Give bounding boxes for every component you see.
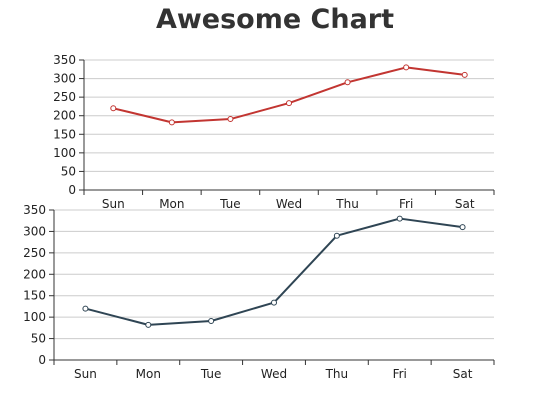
data-point bbox=[227, 116, 234, 123]
y-tick-label: 250 bbox=[23, 246, 46, 260]
x-tick-label: Fri bbox=[393, 367, 407, 381]
chart-title: Awesome Chart bbox=[155, 4, 395, 35]
y-tick-label: 0 bbox=[38, 353, 46, 367]
y-tick-label: 300 bbox=[53, 72, 76, 86]
x-tick-label: Thu bbox=[335, 197, 359, 211]
series-line bbox=[113, 66, 465, 124]
x-tick-label: Wed bbox=[261, 367, 287, 381]
y-tick-label: 100 bbox=[23, 310, 46, 324]
x-tick-label: Fri bbox=[399, 197, 413, 211]
y-tick-label: 200 bbox=[23, 267, 46, 281]
x-tick-label: Sat bbox=[453, 367, 473, 381]
y-tick-label: 200 bbox=[53, 109, 76, 123]
data-point bbox=[333, 232, 340, 239]
y-tick-label: 350 bbox=[23, 203, 46, 217]
x-tick-label: Mon bbox=[159, 197, 184, 211]
y-tick-label: 50 bbox=[61, 164, 76, 178]
data-point bbox=[208, 318, 215, 324]
data-point bbox=[461, 71, 468, 78]
data-point bbox=[82, 305, 89, 312]
chart-1: 0 50 100 150 200 250 300 350 Sun Mon Tue Wed Thu Fri S… bbox=[53, 53, 495, 211]
data-point bbox=[403, 64, 410, 71]
y-tick-label: 150 bbox=[23, 289, 46, 303]
x-tick-label: Sat bbox=[455, 197, 475, 211]
x-tick-label: Tue bbox=[200, 367, 222, 381]
data-point bbox=[145, 321, 152, 328]
data-point bbox=[110, 105, 117, 112]
data-point bbox=[344, 79, 351, 86]
x-tick-label: Thu bbox=[325, 367, 349, 381]
data-point bbox=[459, 224, 466, 231]
y-tick-label: 300 bbox=[23, 224, 46, 238]
y-tick-label: 350 bbox=[53, 53, 76, 67]
series-line bbox=[85, 217, 463, 326]
data-point bbox=[168, 119, 175, 126]
y-tick-label: 150 bbox=[53, 127, 76, 141]
data-point bbox=[286, 100, 292, 107]
y-tick-label: 0 bbox=[68, 183, 76, 197]
y-tick-label: 100 bbox=[53, 146, 76, 160]
data-point bbox=[271, 299, 277, 306]
x-tick-label: Sun bbox=[102, 197, 125, 211]
y-tick-label: 250 bbox=[53, 90, 76, 104]
x-tick-label: Mon bbox=[136, 367, 161, 381]
x-tick-label: Tue bbox=[219, 197, 241, 211]
x-tick-label: Wed bbox=[276, 197, 302, 211]
x-tick-label: Sun bbox=[74, 367, 97, 381]
data-point bbox=[396, 215, 403, 222]
y-tick-label: 50 bbox=[31, 332, 46, 346]
chart-2: 0 50 100 150 200 250 300 350 Sun Mon Tue Wed Thu Fri S… bbox=[23, 203, 495, 381]
